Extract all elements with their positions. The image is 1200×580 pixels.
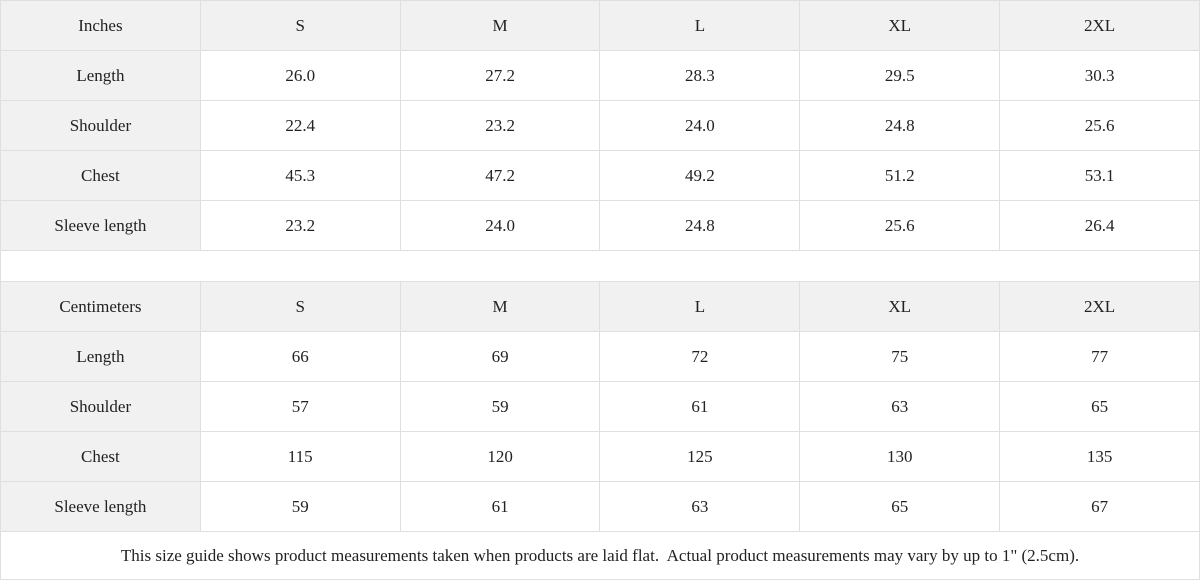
measurement-value-cell: 65 xyxy=(999,381,1200,432)
size-header-cell: L xyxy=(599,281,801,332)
measurement-value-cell: 51.2 xyxy=(799,150,1001,201)
centimeters-header-row: Centimeters S M L XL 2XL xyxy=(0,281,1200,332)
measurement-label-cell: Length xyxy=(0,50,201,101)
size-header-cell: 2XL xyxy=(999,0,1200,51)
measurement-label-cell: Length xyxy=(0,331,201,382)
footer-row: This size guide shows product measuremen… xyxy=(0,531,1200,580)
measurement-value-cell: 24.8 xyxy=(599,200,801,251)
measurement-value-cell: 24.8 xyxy=(799,100,1001,151)
table-row: Shoulder 57 59 61 63 65 xyxy=(0,381,1200,432)
measurement-value-cell: 61 xyxy=(599,381,801,432)
size-header-cell: S xyxy=(199,281,401,332)
table-row: Sleeve length 59 61 63 65 67 xyxy=(0,481,1200,532)
measurement-value-cell: 53.1 xyxy=(999,150,1200,201)
measurement-value-cell: 49.2 xyxy=(599,150,801,201)
size-header-cell: 2XL xyxy=(999,281,1200,332)
measurement-value-cell: 57 xyxy=(199,381,401,432)
measurement-value-cell: 61 xyxy=(399,481,601,532)
measurement-value-cell: 135 xyxy=(999,431,1200,482)
measurement-value-cell: 25.6 xyxy=(999,100,1200,151)
table-row: Sleeve length 23.2 24.0 24.8 25.6 26.4 xyxy=(0,200,1200,251)
measurement-value-cell: 29.5 xyxy=(799,50,1001,101)
measurement-value-cell: 59 xyxy=(199,481,401,532)
measurement-value-cell: 23.2 xyxy=(399,100,601,151)
measurement-value-cell: 24.0 xyxy=(399,200,601,251)
measurement-label-cell: Sleeve length xyxy=(0,200,201,251)
inches-header-row: Inches S M L XL 2XL xyxy=(0,0,1200,51)
measurement-value-cell: 72 xyxy=(599,331,801,382)
measurement-label-cell: Chest xyxy=(0,150,201,201)
size-header-cell: XL xyxy=(799,0,1001,51)
measurement-label-cell: Chest xyxy=(0,431,201,482)
size-header-cell: L xyxy=(599,0,801,51)
measurement-label-cell: Shoulder xyxy=(0,100,201,151)
section-spacer-row xyxy=(0,250,1200,282)
measurement-value-cell: 63 xyxy=(799,381,1001,432)
measurement-value-cell: 66 xyxy=(199,331,401,382)
measurement-value-cell: 30.3 xyxy=(999,50,1200,101)
measurement-value-cell: 25.6 xyxy=(799,200,1001,251)
measurement-value-cell: 115 xyxy=(199,431,401,482)
measurement-value-cell: 47.2 xyxy=(399,150,601,201)
table-row: Length 26.0 27.2 28.3 29.5 30.3 xyxy=(0,50,1200,101)
measurement-value-cell: 23.2 xyxy=(199,200,401,251)
measurement-value-cell: 69 xyxy=(399,331,601,382)
size-header-cell: M xyxy=(399,0,601,51)
measurement-value-cell: 26.4 xyxy=(999,200,1200,251)
table-row: Shoulder 22.4 23.2 24.0 24.8 25.6 xyxy=(0,100,1200,151)
measurement-value-cell: 26.0 xyxy=(199,50,401,101)
table-row: Length 66 69 72 75 77 xyxy=(0,331,1200,382)
measurement-value-cell: 27.2 xyxy=(399,50,601,101)
unit-header-cell: Centimeters xyxy=(0,281,201,332)
measurement-label-cell: Sleeve length xyxy=(0,481,201,532)
measurement-value-cell: 65 xyxy=(799,481,1001,532)
table-row: Chest 45.3 47.2 49.2 51.2 53.1 xyxy=(0,150,1200,201)
measurement-value-cell: 125 xyxy=(599,431,801,482)
measurement-value-cell: 59 xyxy=(399,381,601,432)
size-header-cell: M xyxy=(399,281,601,332)
measurement-value-cell: 75 xyxy=(799,331,1001,382)
size-header-cell: XL xyxy=(799,281,1001,332)
measurement-value-cell: 120 xyxy=(399,431,601,482)
measurement-value-cell: 24.0 xyxy=(599,100,801,151)
measurement-value-cell: 22.4 xyxy=(199,100,401,151)
measurement-value-cell: 45.3 xyxy=(199,150,401,201)
table-row: Chest 115 120 125 130 135 xyxy=(0,431,1200,482)
measurement-value-cell: 63 xyxy=(599,481,801,532)
measurement-value-cell: 67 xyxy=(999,481,1200,532)
measurement-value-cell: 77 xyxy=(999,331,1200,382)
spacer-cell xyxy=(0,250,1200,282)
unit-header-cell: Inches xyxy=(0,0,201,51)
measurement-value-cell: 28.3 xyxy=(599,50,801,101)
footer-note: This size guide shows product measuremen… xyxy=(0,531,1200,580)
measurement-label-cell: Shoulder xyxy=(0,381,201,432)
measurement-value-cell: 130 xyxy=(799,431,1001,482)
size-header-cell: S xyxy=(199,0,401,51)
